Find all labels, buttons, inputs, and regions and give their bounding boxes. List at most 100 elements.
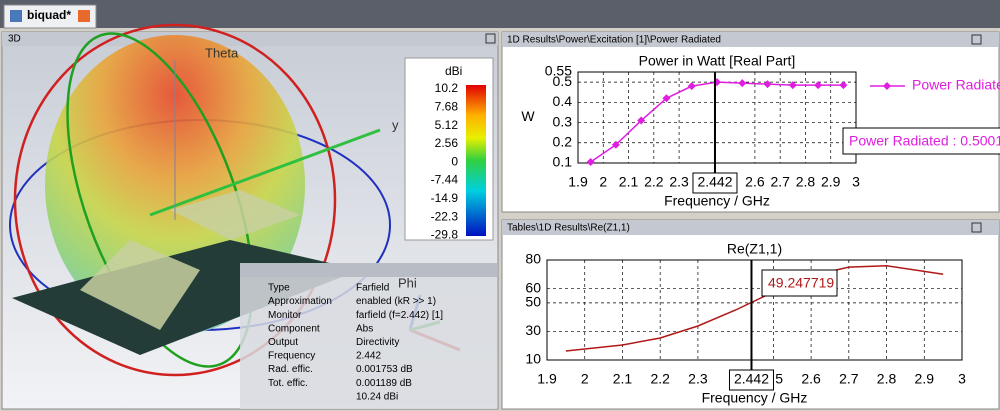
panel-title: Tables\1D Results\Re(Z1,1): [507, 223, 630, 234]
info-value: 0.001189 dB: [356, 378, 412, 389]
info-box: [240, 263, 497, 409]
info-label: Tot. effic.: [268, 378, 308, 389]
marker-label: 2.442: [734, 371, 769, 387]
marker-label-box: [728, 369, 774, 391]
panel-title: 1D Results\Power\Excitation [1]\Power Ra…: [507, 35, 721, 46]
x-tick-label: 2.9: [915, 371, 935, 387]
y-tick-label: 50: [525, 294, 541, 310]
x-tick-label: 2.1: [613, 371, 633, 387]
data-point: [637, 116, 646, 125]
info-value: 10.24 dBi: [356, 391, 398, 402]
y-tick-label: 80: [525, 251, 541, 267]
x-axis-label: Frequency / GHz: [664, 193, 770, 209]
y-tick-label: 0.5: [553, 73, 573, 89]
x-tick-label: 2: [581, 371, 589, 387]
colorbar-label: 5.12: [435, 118, 459, 132]
data-point: [839, 81, 848, 90]
colorbar: [466, 85, 486, 236]
maximize-button[interactable]: [485, 33, 496, 44]
marker-label: 2.442: [697, 174, 732, 190]
series-line: [565, 264, 944, 352]
annotation: Power Radiated : 0.5001: [849, 133, 1000, 149]
panel-header: [2, 32, 498, 46]
panel: [501, 31, 1000, 213]
data-point: [814, 81, 823, 90]
axis-label: y: [392, 117, 399, 132]
x-tick-label: 1.9: [568, 174, 588, 190]
info-value: Abs: [356, 323, 373, 334]
y-tick-label: 0.1: [553, 154, 573, 170]
legend-label: Power Radiated: [912, 77, 1000, 93]
annotation-box: [761, 269, 838, 297]
plot-frame: [546, 259, 963, 361]
x-tick-label: 2.8: [796, 174, 816, 190]
colorbar-label: -22.3: [431, 209, 459, 223]
info-value: farfield (f=2.442) [1]: [356, 310, 443, 321]
y-tick-label: 0.3: [553, 113, 573, 129]
x-tick-label: 2.2: [644, 174, 664, 190]
x-tick-label: 2.3: [669, 174, 689, 190]
x-tick-label: 2.1: [619, 174, 639, 190]
x-tick-label: 2.7: [839, 371, 859, 387]
colorbar-label: 2.56: [435, 136, 459, 150]
info-value: Farfield: [356, 283, 389, 294]
data-point: [662, 94, 671, 103]
info-header: [240, 263, 497, 277]
data-point: [763, 80, 772, 89]
data-point: [611, 140, 620, 149]
maximize-button[interactable]: [971, 34, 982, 45]
info-label: Rad. effic.: [268, 364, 313, 375]
plot-frame: [577, 71, 857, 164]
x-tick-label: 2.2: [650, 371, 670, 387]
tab-icon: [10, 10, 22, 22]
tab-title: biquad*: [27, 8, 71, 22]
axis-label: Theta: [205, 45, 239, 60]
y-axis-label: W: [521, 108, 535, 124]
y-tick-label: 60: [525, 279, 541, 295]
circle: [66, 32, 254, 368]
x-tick-label: 3: [958, 371, 966, 387]
x-tick-label: 2.6: [745, 174, 765, 190]
info-label: Approximation: [268, 296, 332, 307]
panel-title: 3D: [8, 34, 21, 45]
colorbar-label: 0: [451, 154, 458, 168]
chart-title: Re(Z1,1): [727, 241, 782, 257]
annotation: 49.247719: [768, 275, 834, 291]
axis-line: [149, 128, 381, 217]
circle: [13, 23, 337, 377]
colorbar-label: -7.44: [431, 173, 459, 187]
x-tick-label: 2.8: [877, 371, 897, 387]
y-tick-label: 10: [525, 351, 541, 367]
annotation-box: [842, 127, 1000, 155]
colorbar-label: 7.68: [435, 99, 459, 113]
colorbar-label: -14.9: [431, 191, 459, 205]
y-tick-label: 0.4: [553, 93, 573, 109]
info-label: Output: [268, 337, 298, 348]
y-tick-label: 0.2: [553, 133, 573, 149]
maximize-button[interactable]: [971, 222, 982, 233]
x-tick-label: 2.3: [688, 371, 708, 387]
axis-label: Phi: [398, 275, 417, 290]
info-label: Component: [268, 323, 320, 334]
x-tick-label: 2: [599, 174, 607, 190]
legend-marker: [883, 82, 891, 90]
info-label: Monitor: [268, 310, 302, 321]
colorbar-label: -29.8: [431, 228, 459, 242]
x-tick-label: 2.9: [821, 174, 841, 190]
chart-title: Power in Watt [Real Part]: [639, 53, 796, 69]
tab-bar: [0, 0, 1000, 28]
x-tick-label: 1.9: [537, 371, 557, 387]
panel-header: [502, 32, 999, 47]
x-tick-label: 3: [852, 174, 860, 190]
tab-close[interactable]: [78, 10, 90, 22]
info-value: 2.442: [356, 351, 381, 362]
antenna: [170, 190, 300, 240]
x-tick-label: 2.6: [801, 371, 821, 387]
info-value: enabled (kR >> 1): [356, 296, 436, 307]
antenna: [80, 240, 200, 330]
tab[interactable]: [3, 4, 97, 29]
data-point: [687, 82, 696, 91]
x-axis-label: Frequency / GHz: [702, 390, 808, 406]
